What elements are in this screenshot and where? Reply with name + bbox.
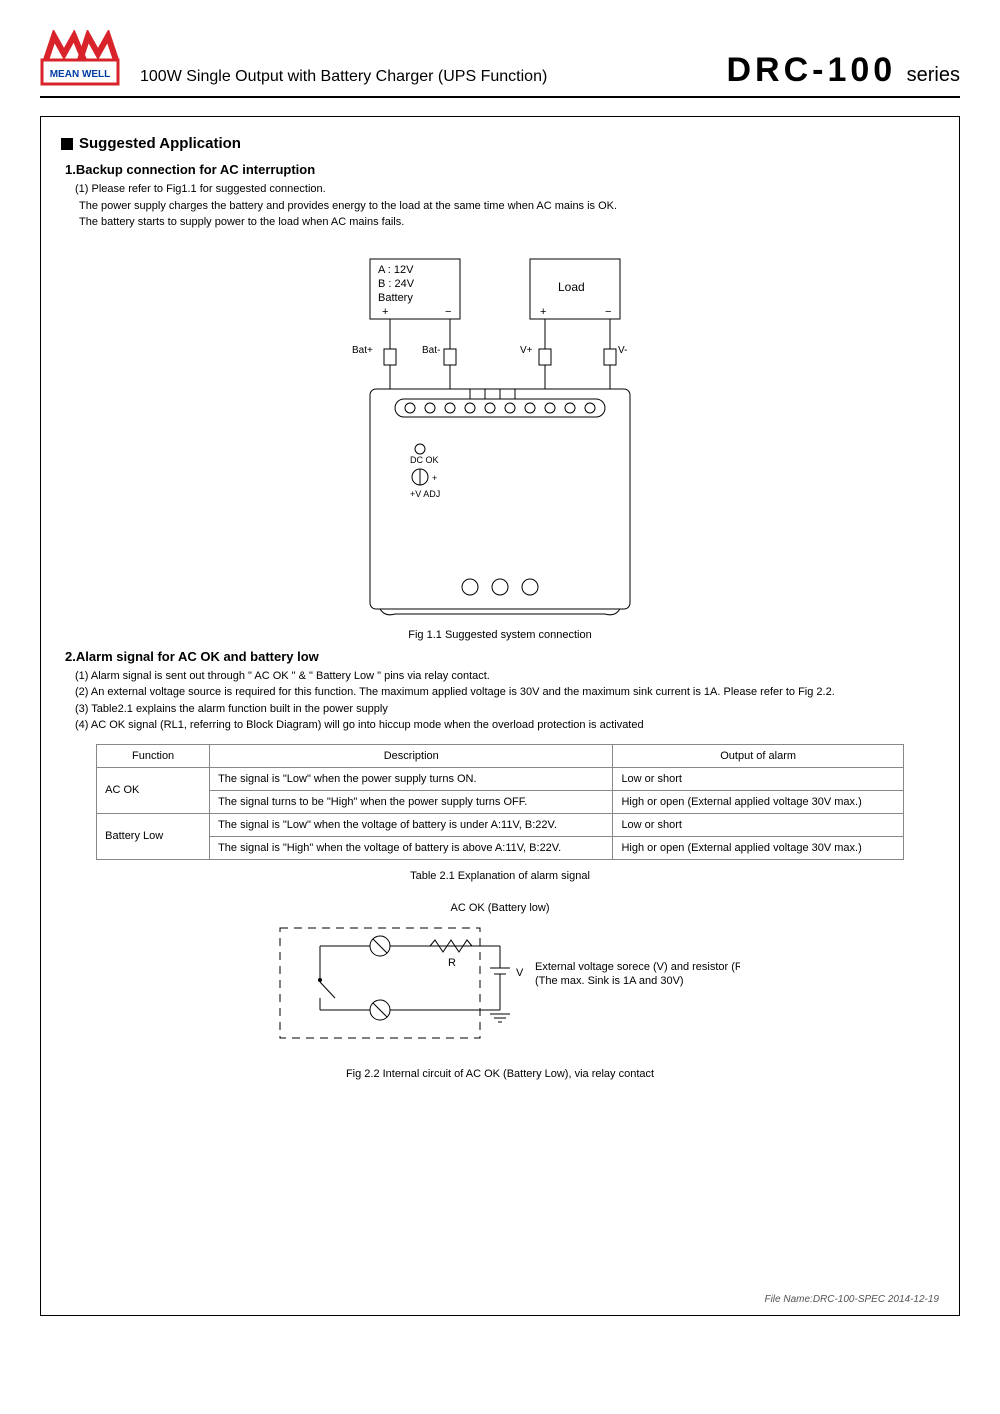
model-number: DRC-100	[726, 51, 896, 89]
svg-text:DC OK: DC OK	[410, 455, 439, 465]
figure-2: R V	[61, 918, 939, 1080]
svg-text:(The max. Sink is 1A and 30V): (The max. Sink is 1A and 30V)	[535, 975, 684, 987]
sub2-heading: 2.Alarm signal for AC OK and battery low	[65, 649, 939, 664]
fig1-caption: Fig 1.1 Suggested system connection	[61, 629, 939, 641]
section-header: Suggested Application	[61, 135, 939, 152]
page-header: MEAN WELL 100W Single Output with Batter…	[40, 30, 960, 98]
svg-text:−: −	[605, 306, 611, 318]
svg-text:External voltage sorece (V) an: External voltage sorece (V) and resistor…	[535, 961, 740, 973]
sub1-line3: The battery starts to supply power to th…	[79, 214, 939, 231]
th-output: Output of alarm	[613, 744, 903, 767]
cell-out: High or open (External applied voltage 3…	[613, 790, 903, 813]
fig2-title: AC OK (Battery low)	[61, 902, 939, 914]
svg-text:−: −	[445, 306, 451, 318]
header-model: DRC-100 series	[726, 51, 960, 90]
figure-1: A : 12V B : 24V Battery + − Load + − Bat…	[61, 249, 939, 641]
table-row: The signal turns to be "High" when the p…	[97, 790, 904, 813]
bullet-square-icon	[61, 138, 73, 150]
th-description: Description	[210, 744, 613, 767]
fig1-bat-lbl: Battery	[378, 292, 413, 304]
sub2-line2: (2) An external voltage source is requir…	[75, 684, 939, 701]
table-row: Battery Low The signal is "Low" when the…	[97, 813, 904, 836]
cell-out: High or open (External applied voltage 3…	[613, 836, 903, 859]
sub1-heading: 1.Backup connection for AC interruption	[65, 162, 939, 177]
fig1-load: Load	[558, 280, 585, 294]
footer-filename: File Name:DRC-100-SPEC 2014-12-19	[764, 1294, 939, 1305]
svg-text:V+: V+	[520, 345, 533, 356]
svg-text:Bat-: Bat-	[422, 345, 440, 356]
svg-text:Bat+: Bat+	[352, 345, 373, 356]
cell-desc: The signal turns to be "High" when the p…	[210, 790, 613, 813]
sub1-line2: The power supply charges the battery and…	[79, 198, 939, 215]
fig1-bat-a: A : 12V	[378, 264, 414, 276]
sub2-line3: (3) Table2.1 explains the alarm function…	[75, 701, 939, 718]
sub2-line4: (4) AC OK signal (RL1, referring to Bloc…	[75, 717, 939, 734]
cell-out: Low or short	[613, 813, 903, 836]
fig2-caption: Fig 2.2 Internal circuit of AC OK (Batte…	[61, 1068, 939, 1080]
logo: MEAN WELL	[40, 30, 120, 90]
sub2-line1: (1) Alarm signal is sent out through " A…	[75, 668, 939, 685]
cell-func-acok: AC OK	[97, 767, 210, 813]
svg-text:MEAN WELL: MEAN WELL	[50, 69, 111, 80]
svg-text:V-: V-	[618, 345, 627, 356]
series-label: series	[907, 64, 960, 86]
cell-desc: The signal is "High" when the voltage of…	[210, 836, 613, 859]
svg-text:+: +	[382, 306, 388, 318]
fig1-bat-b: B : 24V	[378, 278, 415, 290]
cell-func-batlow: Battery Low	[97, 813, 210, 859]
sub1-line1: (1) Please refer to Fig1.1 for suggested…	[75, 181, 939, 198]
svg-text:+: +	[540, 306, 546, 318]
cell-desc: The signal is "Low" when the power suppl…	[210, 767, 613, 790]
alarm-table: Function Description Output of alarm AC …	[96, 744, 904, 860]
content-box: Suggested Application 1.Backup connectio…	[40, 116, 960, 1316]
table-caption: Table 2.1 Explanation of alarm signal	[61, 870, 939, 882]
section-title: Suggested Application	[79, 135, 241, 152]
header-product-title: 100W Single Output with Battery Charger …	[140, 68, 726, 90]
svg-text:R: R	[448, 957, 456, 969]
svg-text:+V ADJ: +V ADJ	[410, 489, 440, 499]
cell-desc: The signal is "Low" when the voltage of …	[210, 813, 613, 836]
svg-text:+: +	[432, 473, 437, 483]
svg-text:V: V	[516, 967, 524, 979]
th-function: Function	[97, 744, 210, 767]
cell-out: Low or short	[613, 767, 903, 790]
table-row: AC OK The signal is "Low" when the power…	[97, 767, 904, 790]
table-row: The signal is "High" when the voltage of…	[97, 836, 904, 859]
